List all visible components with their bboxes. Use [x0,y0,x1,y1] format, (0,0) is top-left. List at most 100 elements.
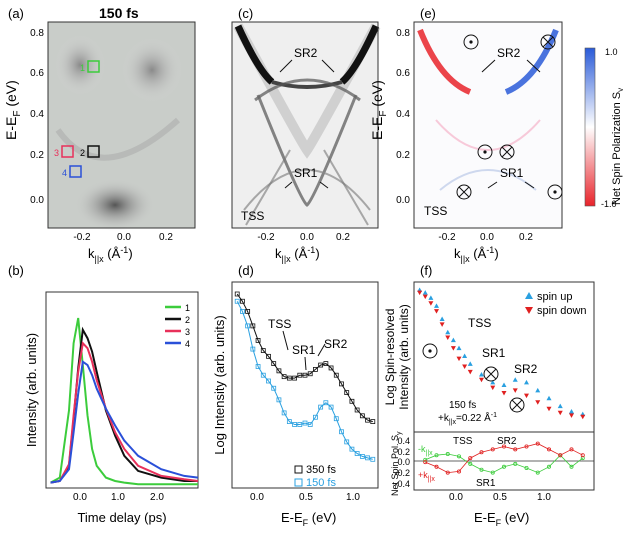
data-point-350-fs [349,398,355,404]
data-point-150-fs [349,446,355,452]
data-point-spin-up [456,345,462,351]
data-point-350-fs [333,372,339,378]
data-point-150-fs [365,455,370,461]
panel-a-ytick-0.4: 0.4 [30,109,44,120]
data-point-spin-down [422,294,428,300]
roi-label-4: 4 [62,168,67,178]
panel-b-xtick-0: 0.0 [73,492,87,503]
data-point-350-fs [245,308,251,314]
data-point-350-fs [354,407,360,413]
data-point-spin-pol [569,464,574,469]
panel-e-xtick-neg: -0.2 [438,232,456,243]
data-point-350-fs [240,298,245,304]
sr2-band-left [234,24,275,85]
legend-b-label-1: 1 [185,303,190,313]
panel-label-d: (d) [238,263,254,278]
data-point-spin-pol [580,453,585,458]
panel-label-e: (e) [420,6,436,21]
data-point-spin-up [445,329,451,335]
data-point-350-fs [271,361,277,367]
data-point-350-fs [370,419,376,425]
data-point-spin-up [569,408,574,414]
panel-f-ylabel-top-2: Intensity (arb. units) [397,304,411,409]
panel-f-note-k: +k||x=0.22 Å-1 [438,411,497,426]
roi-box-4 [69,165,82,178]
data-point-spin-down [462,364,468,370]
data-point-spin-up [422,290,428,295]
data-point-350-fs [328,365,334,371]
legend-f-spin-up: spin up [537,291,572,303]
legend-b-label-3: 3 [185,327,190,337]
data-point-350-fs [307,371,313,377]
panel-d-xtick-1: 0.5 [299,492,313,503]
panel-f-label-sr1: SR1 [482,346,506,360]
data-point-150-fs [323,400,329,406]
data-point-150-fs [281,410,287,416]
data-point-spin-up [535,387,541,393]
data-point-350-fs [323,361,329,367]
data-point-150-fs [318,404,324,410]
panel-a-xtick-zero: 0.0 [117,232,131,243]
data-point-350-fs [339,381,344,387]
panel-f-label-tss: TSS [468,316,491,330]
data-point-spin-down [456,356,462,362]
data-point-spin-pol [569,447,574,452]
panel-e-label-sr2: SR2 [497,46,521,60]
data-point-spin-up [557,403,563,409]
panel-e-ylabel: E-EF (eV) [369,80,389,140]
panel-a-xlabel: k||x (Å-1) [88,245,133,264]
data-point-spin-down [501,390,507,396]
colorbar-tick-top: 1.0 [605,47,618,57]
panel-b: (b) 1 2 3 4 0.0 1.0 2.0 Time delay (ps) … [8,263,199,525]
spin-cross-icon [509,397,525,413]
panel-c-xlabel: k||x (Å-1) [275,245,320,264]
panel-label-f: (f) [420,263,432,278]
panel-e-image [414,22,562,228]
data-point-spin-down [535,400,541,405]
data-point-spin-up [450,337,456,343]
roi-box-3 [61,145,74,158]
data-point-spin-pol [547,447,552,452]
data-point-350-fs [234,291,240,297]
data-point-150-fs [240,308,245,314]
spin-dot-icon [422,343,438,359]
panel-f: (f) spin up spin down TSS SR1 SR2 150 fs… [383,263,595,528]
series-line-3 [50,341,199,484]
panel-f-ytick-0.0: 0.0 [397,457,410,467]
panel-a-xtick-pos: 0.2 [159,232,173,243]
data-point-spin-up [524,379,529,385]
data-point-spin-pol [535,470,540,475]
panel-f-ylabel-bottom: Net Spin Pol. Sy [390,431,403,496]
panel-f-xlabel: E-EF (eV) [474,510,529,528]
panel-f-xtick-1: 0.5 [493,492,507,503]
data-point-spin-pol [423,457,428,462]
data-point-spin-down [490,385,496,391]
spin-cross-icon [540,34,556,50]
spin-cross-icon [499,144,515,160]
panel-d: (d) TSS SR1 SR2 350 fs 150 fs 0.0 0.5 1.… [212,263,379,528]
sr2-blue-band [504,28,559,95]
series-line-spin-pol [425,443,583,474]
data-point-350-fs [313,366,318,372]
data-point-350-fs [281,374,287,380]
panel-e-xtick-zero: 0.0 [480,232,494,243]
roi-label-1: 1 [80,63,85,73]
series-fit-350-fs [236,293,373,423]
legend-f-spin-up-icon [525,292,533,299]
data-point-spin-down [467,369,473,375]
legend-f-spin-down: spin down [537,305,587,317]
panel-f-xtick-2: 1.0 [537,492,551,503]
colorbar-tick-bottom: -1.0 [601,199,617,209]
data-point-350-fs [255,337,261,343]
panel-f-bottom-sr1: SR1 [476,478,496,489]
data-point-spin-down [434,309,439,314]
spin-dot-icon [477,144,493,160]
series-line-spin-pol [425,453,584,474]
data-point-spin-pol [547,464,552,469]
panel-f-bottom-points [423,441,585,475]
data-point-350-fs [318,362,324,368]
panel-c-xtick-zero: 0.0 [300,232,314,243]
panel-a-ytick-0.6: 0.6 [30,68,44,79]
panel-a-blob-lower [75,179,155,231]
data-point-150-fs [313,414,318,420]
